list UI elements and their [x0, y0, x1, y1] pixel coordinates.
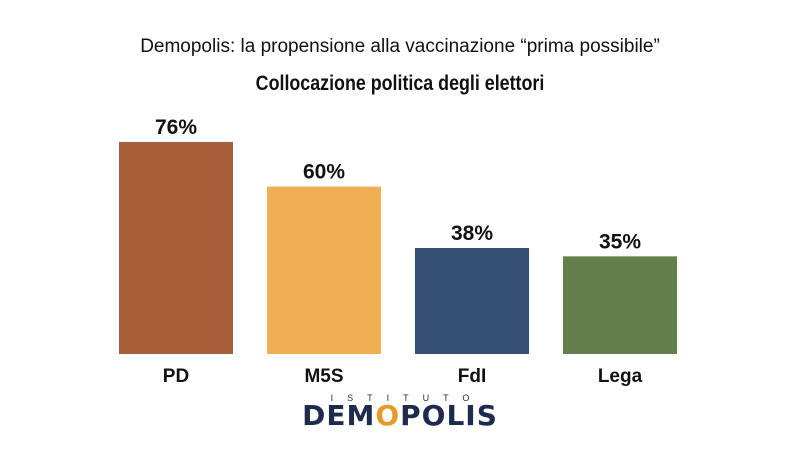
chart-title: Demopolis: la propensione alla vaccinazi…: [140, 36, 660, 57]
bar-fdi: [415, 247, 529, 354]
bar-lega: [563, 256, 677, 354]
bar-pd: [119, 141, 233, 354]
data-label: 60%: [303, 161, 345, 184]
logo-main-text: DEMOPOLIS: [302, 399, 498, 432]
data-label: 76%: [155, 116, 197, 139]
chart-subtitle: Collocazione politica degli elettori: [255, 72, 545, 95]
data-label: 38%: [451, 222, 493, 245]
category-label: PD: [163, 366, 189, 387]
bar-m5s: [267, 186, 381, 354]
demopolis-logo: ISTITUTO DEMOPOLIS: [290, 393, 510, 432]
category-label: M5S: [304, 366, 343, 387]
logo-top-text: ISTITUTO: [330, 393, 484, 403]
category-label: FdI: [458, 366, 487, 387]
category-label: Lega: [598, 366, 643, 387]
data-label: 35%: [599, 230, 641, 253]
